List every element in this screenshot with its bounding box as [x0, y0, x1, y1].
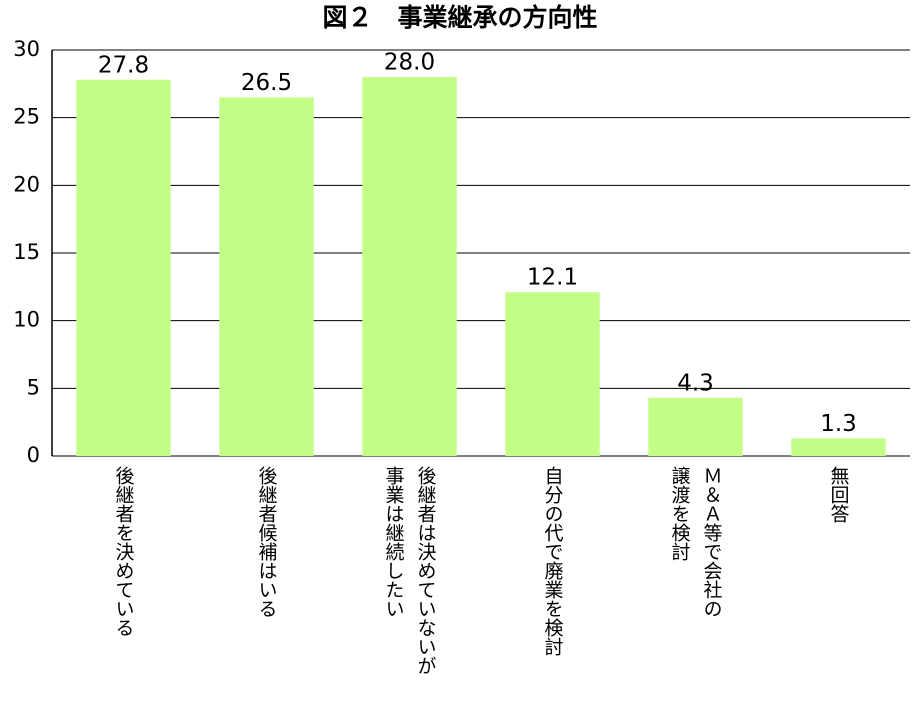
bar [219, 97, 314, 456]
chart-title: 図２ 事業継承の方向性 [322, 3, 597, 32]
y-tick-label: 25 [13, 105, 40, 129]
x-tick-label: 後継者候補はいる [255, 466, 278, 618]
x-tick-label: 無回答 [827, 466, 850, 523]
y-tick-label: 20 [13, 172, 40, 196]
x-tick-label: 自分の代で廃業を検討 [541, 466, 564, 656]
y-tick-label: 30 [13, 37, 40, 61]
y-tick-label: 0 [27, 443, 40, 467]
x-tick-label: 後継者を決めている [112, 466, 135, 637]
value-label: 12.1 [527, 265, 578, 291]
y-tick-label: 5 [27, 375, 40, 399]
bar [648, 397, 743, 456]
bar [362, 77, 457, 457]
x-tick-label: 後継者は決めていないが 事業は継続したい [382, 466, 437, 675]
x-tick-label: Ｍ＆Ａ等で会社の 譲渡を検討 [668, 466, 723, 618]
bar [76, 79, 171, 457]
y-tick-label: 15 [13, 240, 40, 264]
bar [791, 438, 886, 456]
value-label: 1.3 [820, 411, 857, 437]
value-label: 4.3 [677, 370, 714, 396]
value-label: 26.5 [241, 70, 292, 96]
value-label: 28.0 [384, 50, 435, 76]
bar [505, 292, 600, 456]
y-tick-label: 10 [13, 308, 40, 332]
value-label: 27.8 [98, 52, 149, 78]
